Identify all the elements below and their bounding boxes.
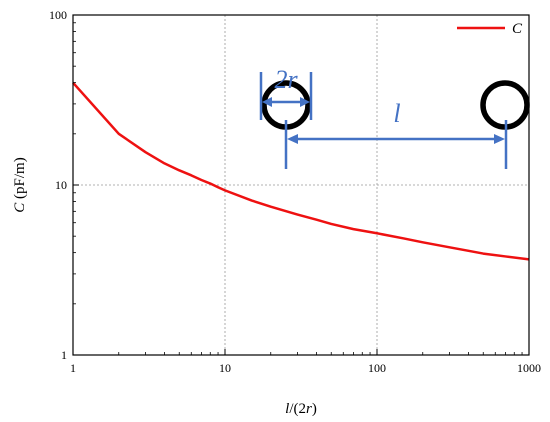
x-tick-label: 100 — [368, 361, 386, 375]
gridlines — [73, 15, 529, 355]
x-axis-title-mid: /(2 — [289, 401, 306, 417]
y-axis-title-unit: (pF/m) — [12, 157, 28, 202]
axis-ticks: 1 10 100 1000 1 10 100 — [49, 8, 541, 375]
diameter-label: 2r — [274, 65, 298, 94]
diameter-arrowhead-left — [262, 97, 272, 107]
y-axis-title-c: C — [12, 202, 28, 213]
legend: C — [457, 21, 523, 37]
series-line-c — [72, 81, 530, 261]
legend-label: C — [512, 21, 523, 37]
x-axis-title: l/(2r) — [285, 401, 317, 417]
x-axis-title-l: l — [285, 401, 289, 417]
x-axis-title-end: ) — [312, 401, 317, 417]
separation-arrowhead-left — [287, 134, 298, 144]
y-tick-label: 10 — [55, 178, 67, 192]
separation-label: l — [393, 99, 400, 128]
wire-diagram: 2r l — [259, 65, 530, 169]
diameter-arrowhead-right — [300, 97, 310, 107]
y-axis-title: C (pF/m) — [12, 157, 28, 212]
y-tick-label: 1 — [61, 348, 67, 362]
x-tick-label: 10 — [219, 361, 231, 375]
x-tick-label: 1000 — [517, 361, 541, 375]
y-tick-label: 100 — [49, 8, 67, 22]
x-axis-title-r: r — [306, 401, 312, 417]
series-layer — [72, 81, 530, 261]
separation-arrowhead-right — [494, 134, 505, 144]
x-tick-label: 1 — [70, 361, 76, 375]
